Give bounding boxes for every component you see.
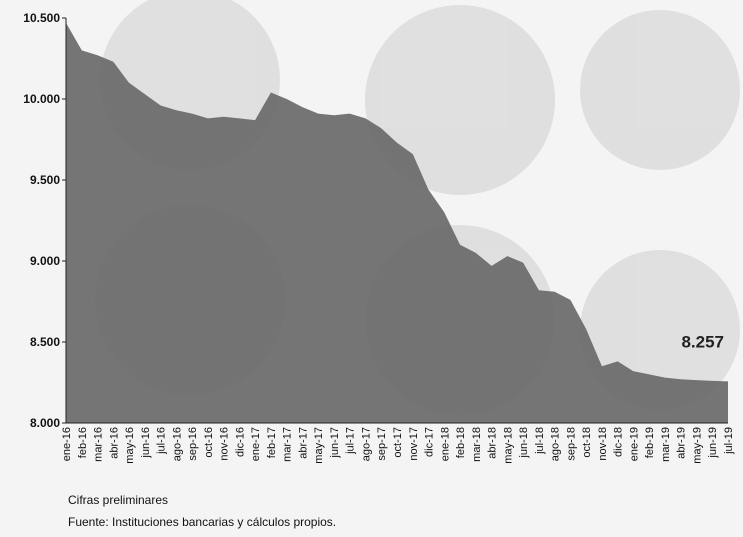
x-tick-label: may-17 bbox=[313, 427, 325, 464]
footnote-source: Fuente: Instituciones bancarias y cálcul… bbox=[68, 515, 337, 529]
x-tick-label: ago-16 bbox=[171, 427, 183, 461]
x-tick-label: abr-19 bbox=[676, 427, 688, 459]
x-tick-label: sep-16 bbox=[187, 427, 199, 461]
y-tick-label: 9.000 bbox=[30, 254, 60, 268]
x-tick-label: ene-19 bbox=[628, 427, 640, 461]
y-tick-label: 9.500 bbox=[30, 173, 60, 187]
x-tick-label: feb-18 bbox=[455, 427, 467, 458]
x-tick-label: oct-16 bbox=[203, 427, 215, 458]
x-tick-label: may-19 bbox=[692, 427, 704, 464]
y-tick-label: 8.500 bbox=[30, 335, 60, 349]
x-tick-label: mar-17 bbox=[282, 427, 294, 462]
y-tick-label: 10.000 bbox=[23, 92, 60, 106]
x-tick-label: dic-17 bbox=[424, 427, 436, 457]
y-axis: 8.000 8.500 9.000 9.500 10.000 10.500 bbox=[23, 11, 66, 430]
x-tick-label: ago-17 bbox=[361, 427, 373, 461]
x-tick-label: ene-16 bbox=[61, 427, 73, 461]
x-tick-label: nov-18 bbox=[597, 427, 609, 461]
y-tick-label: 8.000 bbox=[30, 416, 60, 430]
x-tick-label: jun-16 bbox=[140, 427, 152, 459]
x-tick-label: nov-17 bbox=[408, 427, 420, 461]
x-tick-label: abr-17 bbox=[297, 427, 309, 459]
area-chart: 8.000 8.500 9.000 9.500 10.000 10.500 ene-16 f… bbox=[23, 0, 740, 464]
x-tick-label: may-18 bbox=[502, 427, 514, 464]
x-axis-labels: ene-16 feb-16 mar-16 abr-16 may-16 jun-16 jul-… bbox=[61, 427, 735, 464]
x-tick-label: jun-19 bbox=[707, 427, 719, 459]
last-value-annotation: 8.257 bbox=[681, 332, 724, 351]
x-tick-label: jul-16 bbox=[156, 427, 168, 455]
x-tick-label: jul-17 bbox=[345, 427, 357, 455]
x-tick-label: mar-18 bbox=[471, 427, 483, 462]
x-tick-label: feb-19 bbox=[644, 427, 656, 458]
area-series bbox=[66, 22, 728, 424]
x-tick-label: dic-16 bbox=[234, 427, 246, 457]
footnote-preliminary: Cifras preliminares bbox=[68, 493, 169, 507]
x-tick-label: jul-18 bbox=[534, 427, 546, 455]
x-tick-label: mar-19 bbox=[660, 427, 672, 462]
x-tick-label: abr-18 bbox=[487, 427, 499, 459]
x-tick-label: jun-18 bbox=[518, 427, 530, 459]
x-tick-label: nov-16 bbox=[219, 427, 231, 461]
x-tick-label: feb-17 bbox=[266, 427, 278, 458]
x-tick-label: oct-18 bbox=[581, 427, 593, 458]
x-tick-label: jul-19 bbox=[723, 427, 735, 455]
x-tick-label: sep-18 bbox=[565, 427, 577, 461]
x-tick-label: may-16 bbox=[124, 427, 136, 464]
x-tick-label: jun-17 bbox=[329, 427, 341, 459]
x-tick-label: ago-18 bbox=[550, 427, 562, 461]
x-tick-label: feb-16 bbox=[77, 427, 89, 458]
x-tick-label: sep-17 bbox=[376, 427, 388, 461]
y-tick-label: 10.500 bbox=[23, 11, 60, 25]
x-tick-label: ene-18 bbox=[439, 427, 451, 461]
x-tick-label: dic-18 bbox=[613, 427, 625, 457]
x-tick-label: oct-17 bbox=[392, 427, 404, 458]
x-tick-label: abr-16 bbox=[108, 427, 120, 459]
x-tick-label: mar-16 bbox=[93, 427, 105, 462]
x-tick-label: ene-17 bbox=[250, 427, 262, 461]
